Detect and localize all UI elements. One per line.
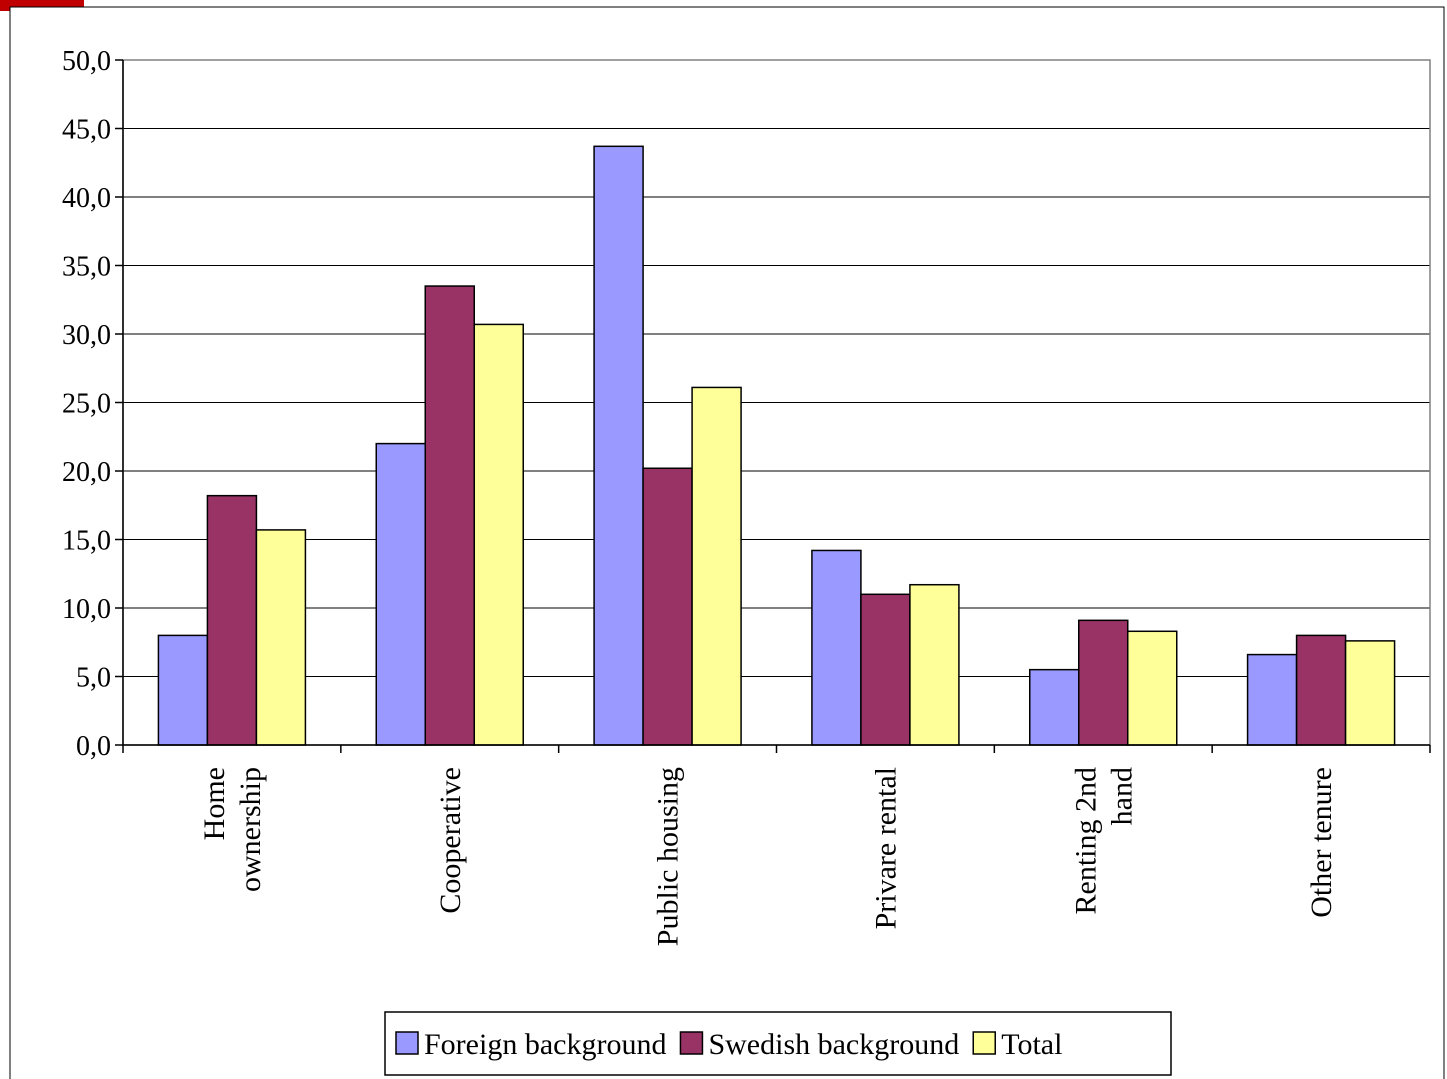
bar-foreign-background bbox=[1246, 653, 1298, 746]
category-label: ownership bbox=[234, 767, 267, 892]
category-label: hand bbox=[1105, 767, 1138, 825]
bar-swedish-background bbox=[424, 285, 475, 746]
category-label: Home bbox=[198, 767, 231, 840]
bar-foreign-background bbox=[157, 634, 209, 746]
bar-swedish-background bbox=[1295, 634, 1347, 746]
legend-label: Foreign background bbox=[424, 1028, 666, 1061]
y-tick-label: 10,0 bbox=[62, 594, 111, 625]
category-label: Other tenure bbox=[1305, 767, 1338, 918]
bar-swedish-background bbox=[860, 593, 911, 746]
bar-total bbox=[255, 529, 307, 746]
y-tick-label: 30,0 bbox=[62, 320, 111, 351]
y-tick-label: 40,0 bbox=[62, 183, 111, 214]
y-tick-label: 5,0 bbox=[76, 663, 111, 694]
y-tick-label: 15,0 bbox=[62, 526, 111, 557]
y-tick-label: 0,0 bbox=[76, 731, 111, 762]
y-tick-labels: 0,0 5,0 10,0 15,0 20,0 25,0 30,0 35,0 40,0 45,0 50… bbox=[62, 46, 111, 762]
legend-swatch bbox=[972, 1031, 996, 1055]
category-label: Renting 2nd bbox=[1069, 767, 1102, 915]
y-tick-label: 50,0 bbox=[62, 46, 111, 77]
bar-total bbox=[1344, 640, 1396, 746]
legend-swatch bbox=[679, 1031, 704, 1055]
axes bbox=[115, 59, 1431, 753]
bar-foreign-background bbox=[811, 549, 862, 746]
bar-swedish-background bbox=[206, 494, 258, 746]
bar-total bbox=[909, 583, 960, 746]
legend-label: Total bbox=[1001, 1028, 1062, 1061]
bar-total bbox=[473, 323, 524, 746]
y-tick-label: 45,0 bbox=[62, 115, 111, 146]
category-label: Privare rental bbox=[869, 767, 902, 929]
corner-accent-mark bbox=[0, 0, 84, 11]
bar-foreign-background bbox=[1029, 668, 1080, 746]
bar-total bbox=[691, 386, 742, 746]
y-tick-label: 20,0 bbox=[62, 457, 111, 488]
legend-box bbox=[384, 1011, 1172, 1076]
bar-foreign-background bbox=[375, 442, 426, 746]
y-tick-label: 25,0 bbox=[62, 389, 111, 420]
legend-swatch bbox=[395, 1031, 419, 1055]
category-label: Public housing bbox=[652, 767, 685, 946]
category-label: Cooperative bbox=[434, 767, 467, 914]
legend-label: Swedish background bbox=[708, 1028, 959, 1061]
bars bbox=[157, 145, 1396, 746]
bar-foreign-background bbox=[593, 145, 644, 746]
y-tick-label: 35,0 bbox=[62, 252, 111, 283]
bar-swedish-background bbox=[642, 467, 693, 746]
bar-swedish-background bbox=[1078, 619, 1129, 746]
bar-total bbox=[1127, 630, 1178, 746]
gridlines bbox=[123, 128, 1430, 677]
legend: Foreign background Swedish background Tota… bbox=[384, 1011, 1172, 1076]
category-labels: Home ownership Cooperative Public housing Pr… bbox=[198, 767, 1338, 946]
